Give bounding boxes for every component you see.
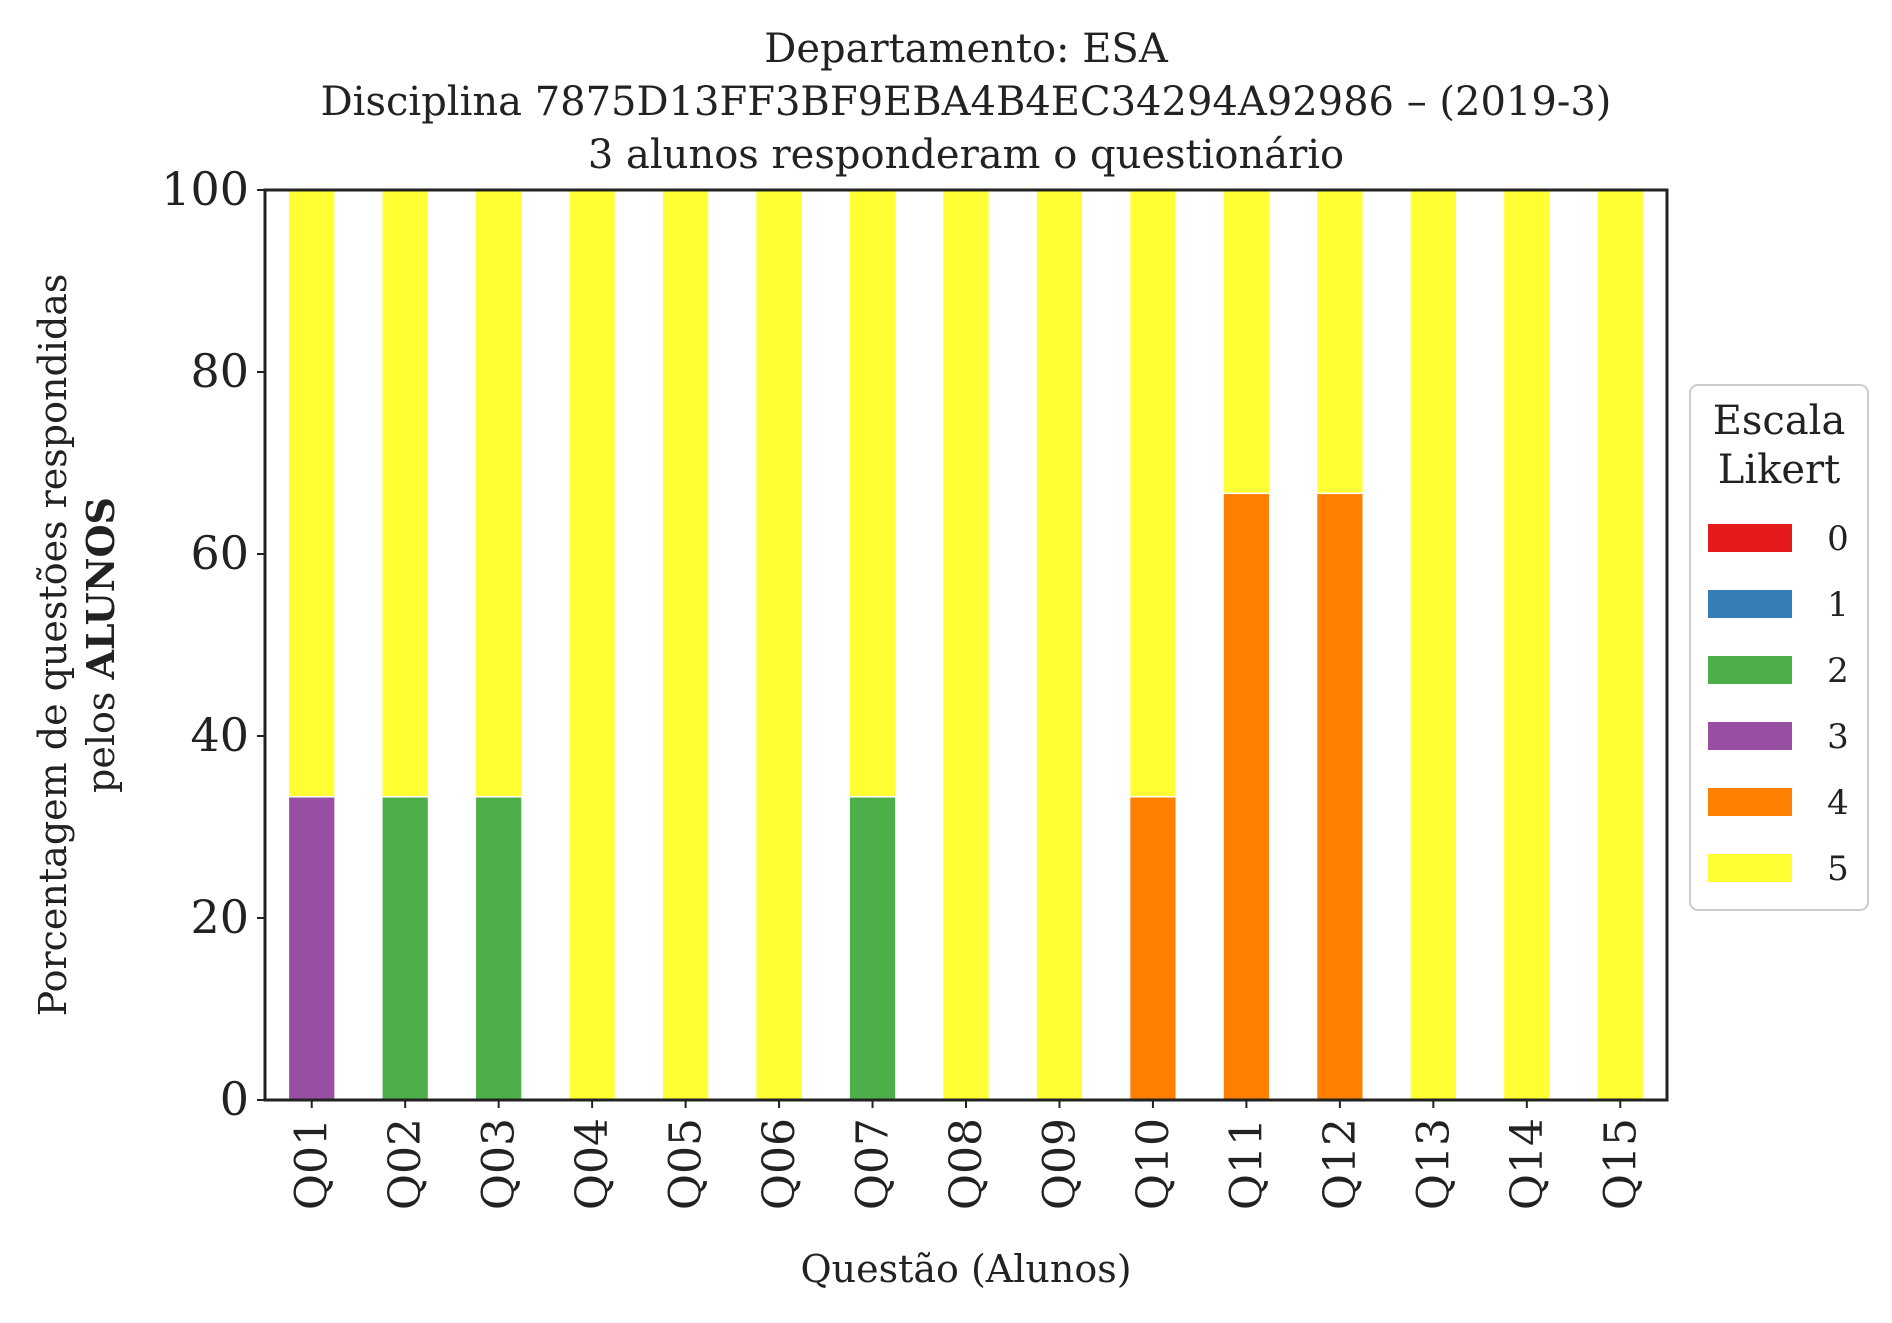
chart-title: Departamento: ESA Disciplina 7875D13FF3B… xyxy=(321,26,1612,178)
bar-Q08-likert-5 xyxy=(941,189,991,1101)
y-axis-label-line-1: Porcentagem de questões respondidas xyxy=(31,274,75,1017)
x-tick-label-Q08: Q08 xyxy=(941,1118,992,1210)
bar-Q13-likert-5 xyxy=(1409,189,1458,1101)
y-tick-label-20: 20 xyxy=(190,890,249,944)
y-tick-label-100: 100 xyxy=(161,162,249,216)
bar-Q07-likert-5 xyxy=(848,189,897,798)
plot-frame xyxy=(263,188,1669,1102)
title-line-1: Departamento: ESA xyxy=(764,26,1169,72)
y-axis-label: Porcentagem de questões respondidas pelo… xyxy=(31,274,123,1017)
title-line-2: Disciplina 7875D13FF3BF9EBA4B4EC34294A92… xyxy=(321,79,1612,125)
x-tick-label-Q12: Q12 xyxy=(1315,1118,1366,1210)
x-axis: Q01 Q02 Q03 Q04 Q05 Q06 Q07 Q08 Q09 Q10 Q11 Q12 Q13 Q… xyxy=(287,1100,1646,1210)
bar-Q11-likert-5 xyxy=(1222,189,1271,495)
legend-frame xyxy=(1689,384,1869,911)
legend-swatch-1 xyxy=(1708,590,1792,618)
legend: Escala Likert 0 1 2 3 4 5 xyxy=(1689,384,1869,911)
x-tick-label-Q10: Q10 xyxy=(1128,1118,1179,1210)
y-tick-label-40: 40 xyxy=(190,708,249,762)
x-tick-label-Q03: Q03 xyxy=(474,1118,525,1210)
x-tick-label-Q01: Q01 xyxy=(287,1118,338,1210)
legend-title-line-2: Likert xyxy=(1718,447,1840,493)
bar-Q06-likert-5 xyxy=(754,189,804,1101)
bars-layer xyxy=(287,189,1645,1101)
y-axis-label-bold: ALUNOS xyxy=(78,497,123,681)
x-tick-label-Q05: Q05 xyxy=(661,1118,712,1210)
x-tick-label-Q07: Q07 xyxy=(848,1118,899,1210)
legend-swatch-3 xyxy=(1708,722,1792,750)
x-tick-label-Q09: Q09 xyxy=(1034,1118,1085,1210)
bar-Q10-likert-5 xyxy=(1128,189,1178,798)
x-tick-label-Q11: Q11 xyxy=(1221,1118,1272,1210)
legend-label-4: 4 xyxy=(1827,783,1849,823)
y-tick-label-80: 80 xyxy=(190,344,249,398)
bar-Q01-likert-5 xyxy=(287,189,336,798)
bar-Q01-likert-3 xyxy=(287,795,336,1101)
bar-Q02-likert-2 xyxy=(381,795,430,1101)
title-line-3: 3 alunos responderam o questionário xyxy=(588,132,1344,178)
legend-swatch-2 xyxy=(1708,656,1792,684)
legend-entries: 0 1 2 3 4 5 xyxy=(1708,519,1849,889)
y-tick-label-0: 0 xyxy=(220,1072,249,1126)
y-axis: 0 20 40 60 80 100 xyxy=(161,162,265,1126)
x-tick-label-Q04: Q04 xyxy=(567,1118,618,1210)
y-axis-label-line-2: pelos ALUNOS xyxy=(78,497,123,793)
bar-Q09-likert-5 xyxy=(1035,189,1084,1101)
x-tick-label-Q13: Q13 xyxy=(1408,1118,1459,1210)
x-axis-label: Questão (Alunos) xyxy=(800,1247,1131,1291)
bar-Q12-likert-5 xyxy=(1315,189,1364,495)
bar-Q04-likert-5 xyxy=(568,189,617,1101)
x-tick-label-Q02: Q02 xyxy=(380,1118,431,1210)
x-tick-label-Q06: Q06 xyxy=(754,1118,805,1210)
legend-label-3: 3 xyxy=(1827,717,1849,757)
bar-Q10-likert-4 xyxy=(1128,795,1178,1101)
y-tick-label-60: 60 xyxy=(190,526,249,580)
legend-label-1: 1 xyxy=(1827,585,1849,625)
bar-Q07-likert-2 xyxy=(848,795,897,1101)
x-tick-label-Q15: Q15 xyxy=(1595,1118,1646,1210)
bar-Q15-likert-5 xyxy=(1596,189,1645,1101)
bar-Q05-likert-5 xyxy=(661,189,710,1101)
legend-label-0: 0 xyxy=(1827,519,1849,559)
legend-label-5: 5 xyxy=(1827,849,1849,889)
bar-Q11-likert-4 xyxy=(1222,492,1271,1101)
legend-swatch-0 xyxy=(1708,524,1792,552)
legend-label-2: 2 xyxy=(1827,651,1849,691)
legend-swatch-4 xyxy=(1708,788,1792,816)
bar-Q12-likert-4 xyxy=(1315,492,1364,1101)
legend-title-line-1: Escala xyxy=(1713,398,1846,444)
bar-Q03-likert-5 xyxy=(474,189,523,798)
bar-Q03-likert-2 xyxy=(474,795,523,1101)
legend-swatch-5 xyxy=(1708,854,1792,882)
x-tick-label-Q14: Q14 xyxy=(1502,1118,1553,1210)
bar-Q14-likert-5 xyxy=(1502,189,1551,1101)
y-axis-label-prefix: pelos xyxy=(79,680,123,793)
bar-Q02-likert-5 xyxy=(381,189,430,798)
